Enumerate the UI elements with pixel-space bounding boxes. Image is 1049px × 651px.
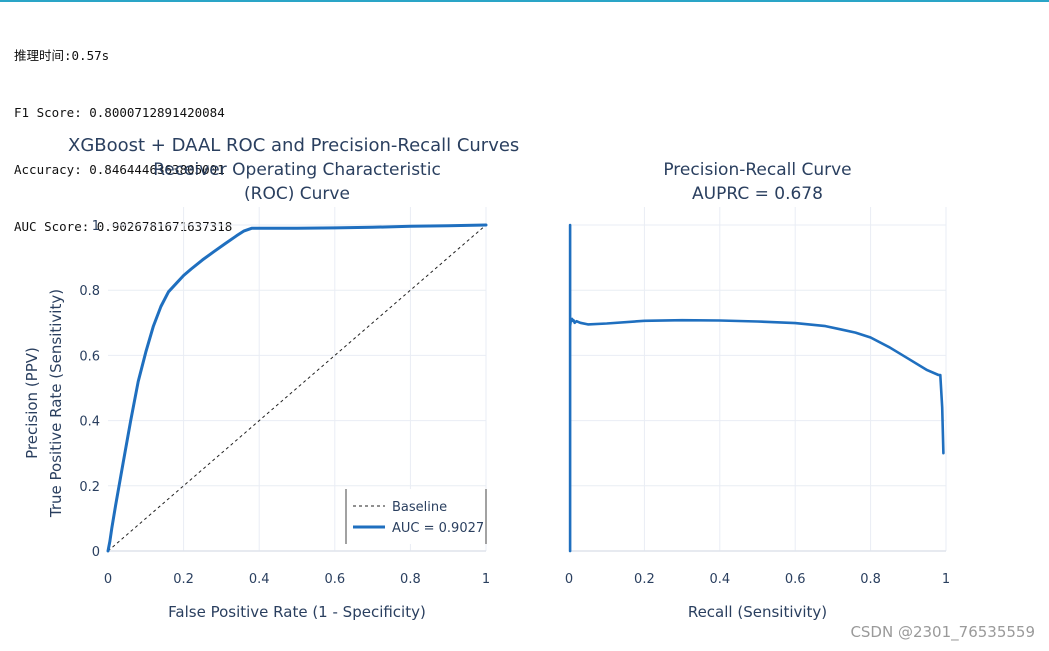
subplot-title-2: Precision-Recall Curve xyxy=(663,160,851,180)
x-tick-label: 1 xyxy=(482,572,490,587)
csdn-watermark: CSDN @2301_76535559 xyxy=(850,623,1035,641)
y-tick-label: 0.8 xyxy=(79,284,100,299)
legend-label-baseline: Baseline xyxy=(392,500,447,515)
subplot-title-1: Receiver Operating Characteristic xyxy=(153,160,441,180)
x-tick-label: 0 xyxy=(565,572,573,587)
x-tick-label: 0.6 xyxy=(785,572,806,587)
y-axis-label: True Positive Rate (Sensitivity) xyxy=(47,289,65,518)
x-tick-label: 0.4 xyxy=(249,572,270,587)
figure-title: XGBoost + DAAL ROC and Precision-Recall … xyxy=(68,135,519,156)
x-axis-label-1: False Positive Rate (1 - Specificity) xyxy=(168,603,426,621)
console-line-auc-score: AUC Score: 0.9026781671637318 xyxy=(14,219,233,234)
roc-curve-line xyxy=(106,223,488,553)
x-tick-label: 0.6 xyxy=(324,572,345,587)
x-axis-label-2: Recall (Sensitivity) xyxy=(688,603,827,621)
x-tick-label: 0.8 xyxy=(400,572,421,587)
top-rule xyxy=(0,0,1049,2)
console-line-f1-score: F1 Score: 0.8000712891420084 xyxy=(14,105,225,120)
y-tick-label: 0.6 xyxy=(79,349,100,364)
y-tick-label: 0.2 xyxy=(79,480,100,495)
x-tick-label: 0 xyxy=(104,572,112,587)
x-tick-label: 0.2 xyxy=(634,572,655,587)
x-tick-label: 0.2 xyxy=(173,572,194,587)
y-tick-label: 0.4 xyxy=(79,415,100,430)
legend-box xyxy=(346,489,486,544)
y-tick-label: 1 xyxy=(92,219,100,234)
y-tick-label: 0 xyxy=(92,545,100,560)
y-axis-label: Precision (PPV) xyxy=(23,347,41,459)
x-tick-label: 0.8 xyxy=(860,572,881,587)
x-tick-label: 1 xyxy=(942,572,950,587)
legend-label-auc: AUC = 0.9027 xyxy=(392,521,484,536)
subplot-title-2: AUPRC = 0.678 xyxy=(692,184,823,204)
console-output: 推理时间:0.57s F1 Score: 0.8000712891420084 … xyxy=(14,8,232,255)
console-line-inference-time: 推理时间:0.57s xyxy=(14,48,110,63)
subplot-title-1: (ROC) Curve xyxy=(244,184,350,204)
x-tick-label: 0.4 xyxy=(709,572,730,587)
console-line-accuracy: Accuracy: 0.8464446363805001 xyxy=(14,162,225,177)
baseline-line xyxy=(107,224,487,552)
precision-recall-curve-line xyxy=(568,223,945,553)
